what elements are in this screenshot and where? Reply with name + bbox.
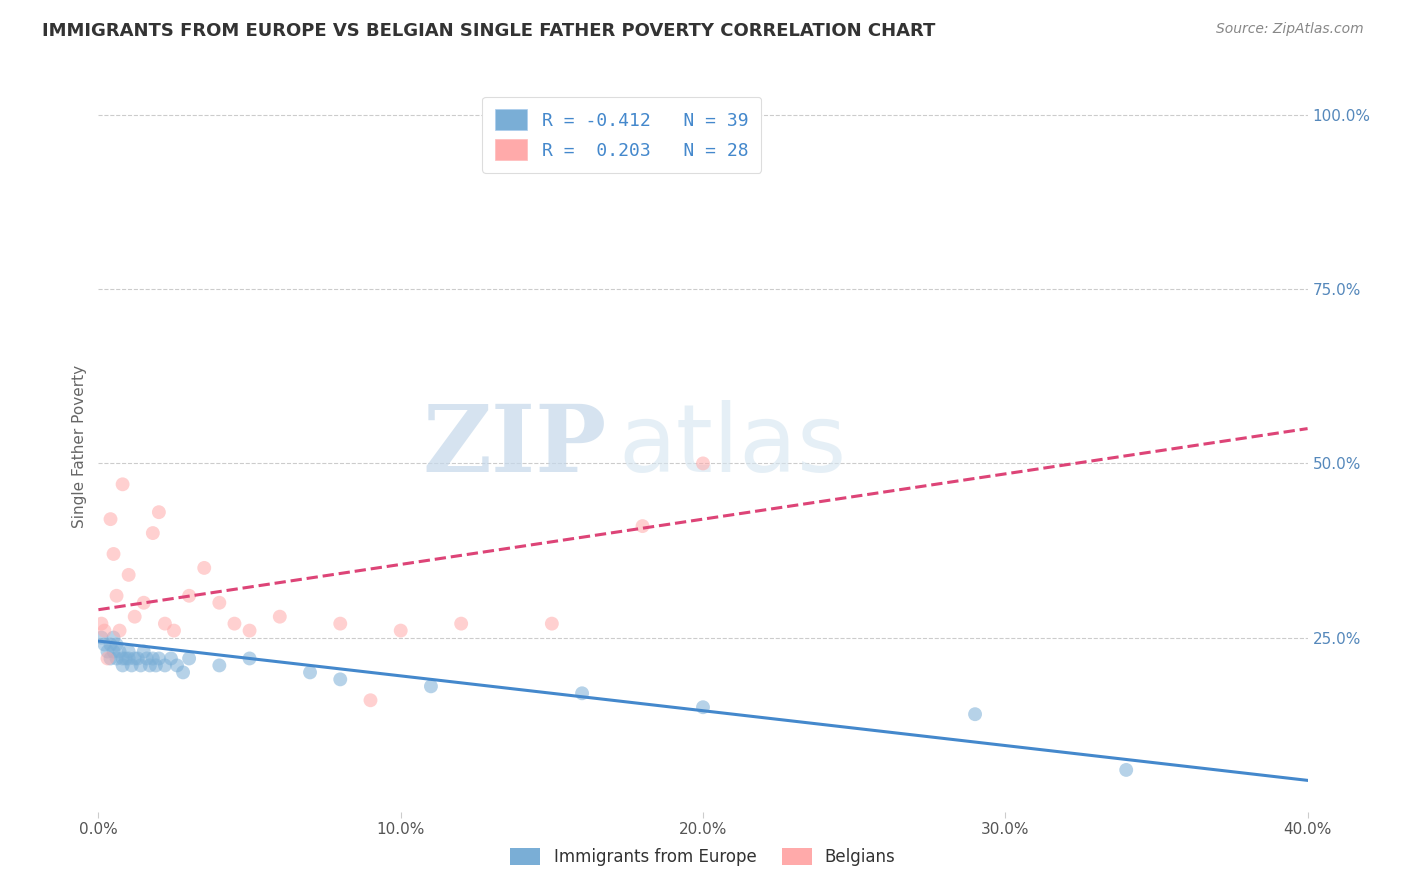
Point [420, 679, 443, 693]
Point [93, 624, 115, 638]
Point [193, 561, 215, 575]
Point [139, 658, 162, 673]
Point [692, 457, 714, 471]
Point [124, 651, 146, 665]
Point [1115, 763, 1137, 777]
Point [148, 505, 170, 519]
Point [360, 693, 382, 707]
Point [135, 651, 157, 665]
Point [208, 658, 231, 673]
Point [450, 616, 472, 631]
Point [103, 644, 125, 658]
Point [153, 616, 176, 631]
Point [540, 616, 562, 631]
Text: atlas: atlas [619, 400, 846, 492]
Point [239, 624, 262, 638]
Point [299, 665, 322, 680]
Point [153, 658, 176, 673]
Point [118, 644, 141, 658]
Point [111, 651, 134, 665]
Text: ZIP: ZIP [422, 401, 606, 491]
Point [132, 596, 155, 610]
Point [224, 616, 246, 631]
Text: IMMIGRANTS FROM EUROPE VS BELGIAN SINGLE FATHER POVERTY CORRELATION CHART: IMMIGRANTS FROM EUROPE VS BELGIAN SINGLE… [42, 22, 935, 40]
Point [145, 658, 167, 673]
Point [96, 644, 118, 658]
Point [172, 665, 194, 680]
Point [208, 596, 231, 610]
Point [269, 609, 291, 624]
Point [148, 651, 170, 665]
Point [105, 638, 128, 652]
Point [90, 616, 112, 631]
Point [103, 631, 125, 645]
Point [127, 651, 149, 665]
Point [163, 624, 186, 638]
Point [124, 609, 146, 624]
Point [105, 589, 128, 603]
Legend: R = -0.412   N = 39, R =  0.203   N = 28: R = -0.412 N = 39, R = 0.203 N = 28 [482, 96, 761, 173]
Y-axis label: Single Father Poverty: Single Father Poverty [72, 365, 87, 527]
Text: Source: ZipAtlas.com: Source: ZipAtlas.com [1216, 22, 1364, 37]
Point [160, 651, 183, 665]
Point [239, 651, 262, 665]
Point [118, 651, 141, 665]
Point [692, 700, 714, 714]
Point [111, 658, 134, 673]
Point [132, 644, 155, 658]
Point [114, 651, 136, 665]
Point [129, 658, 152, 673]
Point [105, 651, 128, 665]
Point [329, 673, 352, 687]
Point [100, 651, 122, 665]
Point [166, 658, 188, 673]
Point [108, 624, 131, 638]
Point [631, 519, 654, 533]
Point [142, 526, 165, 541]
Point [108, 644, 131, 658]
Point [111, 477, 134, 491]
Legend: Immigrants from Europe, Belgians: Immigrants from Europe, Belgians [502, 840, 904, 875]
Point [93, 638, 115, 652]
Point [100, 638, 122, 652]
Point [179, 589, 201, 603]
Point [100, 512, 122, 526]
Point [389, 624, 412, 638]
Point [179, 651, 201, 665]
Point [90, 631, 112, 645]
Point [329, 616, 352, 631]
Point [96, 651, 118, 665]
Point [142, 651, 165, 665]
Point [571, 686, 593, 700]
Point [121, 658, 143, 673]
Point [965, 707, 987, 722]
Point [103, 547, 125, 561]
Point [118, 567, 141, 582]
